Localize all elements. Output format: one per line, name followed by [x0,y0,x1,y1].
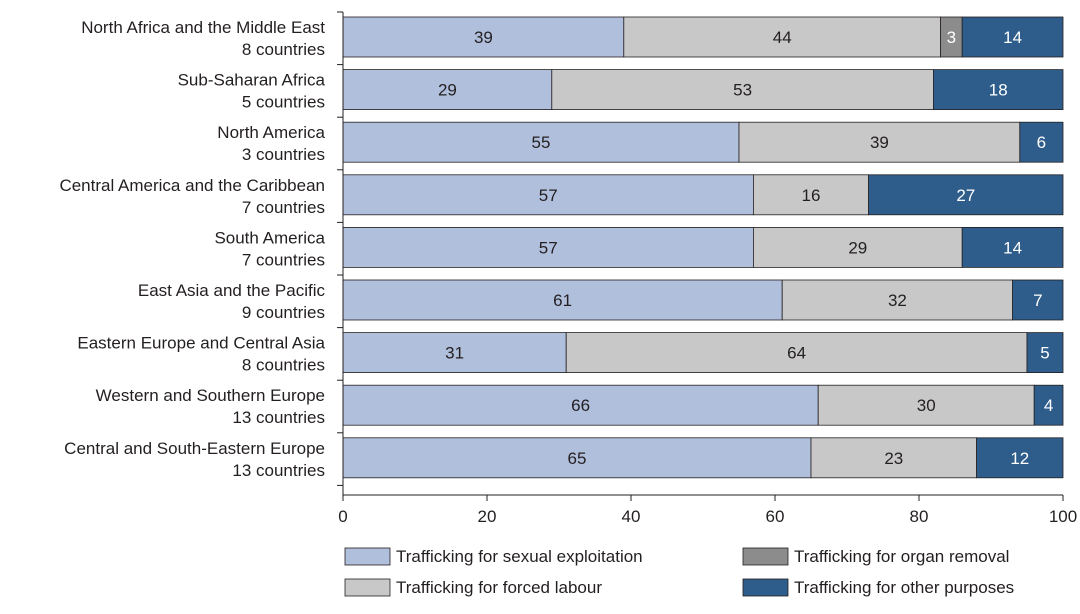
data-label: 12 [1010,449,1029,468]
data-label: 65 [568,449,587,468]
bar-segment [868,174,1064,216]
category-sublabel: 3 countries [242,145,325,164]
category-label: Sub-Saharan Africa [178,71,326,90]
legend: Trafficking for sexual exploitation Traff… [344,547,1014,597]
category-sublabel: 5 countries [242,93,325,112]
legend-label: Trafficking for sexual exploitation [396,547,643,566]
category-label: Western and Southern Europe [96,386,325,405]
category-sublabel: 8 countries [242,356,325,375]
data-label: 53 [733,81,752,100]
bar-segment [565,332,1028,374]
data-label: 39 [870,133,889,152]
x-tick-label: 0 [338,507,347,526]
legend-swatch [344,578,391,597]
data-label: 14 [1003,28,1022,47]
bar-segment [753,226,963,268]
bar-segment [933,69,1064,110]
category-label: Eastern Europe and Central Asia [77,334,325,353]
x-axis: 0 20 40 60 80 100 [337,11,1077,526]
data-label: 18 [989,81,1008,100]
category-label: South America [214,228,325,247]
bar-segment [738,121,1021,163]
data-label: 64 [787,344,806,363]
data-label: 29 [438,81,457,100]
bar-segment [961,226,1064,268]
data-label: 4 [1044,396,1053,415]
category-sublabel: 13 countries [232,461,325,480]
data-label: 16 [802,186,821,205]
data-label: 61 [553,291,572,310]
data-label: 30 [917,396,936,415]
data-label: 5 [1040,344,1049,363]
bar-segment [976,437,1064,479]
data-label: 29 [848,238,867,257]
bar-segment [623,16,941,58]
bar-segment [810,437,978,479]
legend-swatch [742,547,789,566]
legend-label: Trafficking for organ removal [794,547,1009,566]
legend-label: Trafficking for forced labour [396,578,602,597]
x-tick-label: 60 [766,507,785,526]
legend-label: Trafficking for other purposes [794,578,1014,597]
category-sublabel: 13 countries [232,408,325,427]
data-label: 66 [571,396,590,415]
bar-segment [342,279,783,321]
bar-segment [342,69,553,110]
data-label: 7 [1033,291,1042,310]
bar-segment [342,121,740,163]
data-label: 27 [956,186,975,205]
bar-segment [961,16,1064,58]
bar-segment [817,384,1035,426]
bar-segment [342,174,754,216]
x-tick-label: 40 [622,507,641,526]
x-tick-label: 80 [910,507,929,526]
data-label: 39 [474,28,493,47]
category-sublabel: 7 countries [242,250,325,269]
legend-swatch [742,578,789,597]
bar-area: 39 44 3 14 29 53 18 55 39 6 57 16 27 57 29 14 61 32 7 31 64 5… [342,16,1064,479]
category-label: North Africa and the Middle East [81,18,325,37]
x-tick-label: 100 [1049,507,1077,526]
data-label: 44 [773,28,792,47]
category-sublabel: 9 countries [242,303,325,322]
data-label: 57 [539,238,558,257]
category-labels: North Africa and the Middle East 8 countr… [59,18,325,480]
bar-segment [753,174,870,216]
data-label: 57 [539,186,558,205]
data-label: 55 [532,133,551,152]
category-sublabel: 7 countries [242,198,325,217]
bar-segment [1019,121,1064,163]
data-label: 31 [445,344,464,363]
category-sublabel: 8 countries [242,40,325,59]
bar-segment [1033,384,1064,426]
data-label: 6 [1037,133,1046,152]
bar-segment [1012,279,1064,321]
bar-segment [342,437,812,479]
category-label: Central and South-Eastern Europe [64,439,325,458]
category-label: East Asia and the Pacific [138,281,326,300]
data-label: 23 [884,449,903,468]
bar-segment [551,69,934,110]
legend-swatch [344,547,391,566]
bar-segment [781,279,1014,321]
category-label: Central America and the Caribbean [59,176,325,195]
bar-segment [1026,332,1064,374]
bar-segment [342,384,819,426]
data-label: 14 [1003,238,1022,257]
bar-segment [342,226,754,268]
data-label: 32 [888,291,907,310]
x-tick-label: 20 [478,507,497,526]
data-label: 3 [947,28,956,47]
bar-segment [342,16,625,58]
category-label: North America [217,123,325,142]
bar-segment [342,332,567,374]
